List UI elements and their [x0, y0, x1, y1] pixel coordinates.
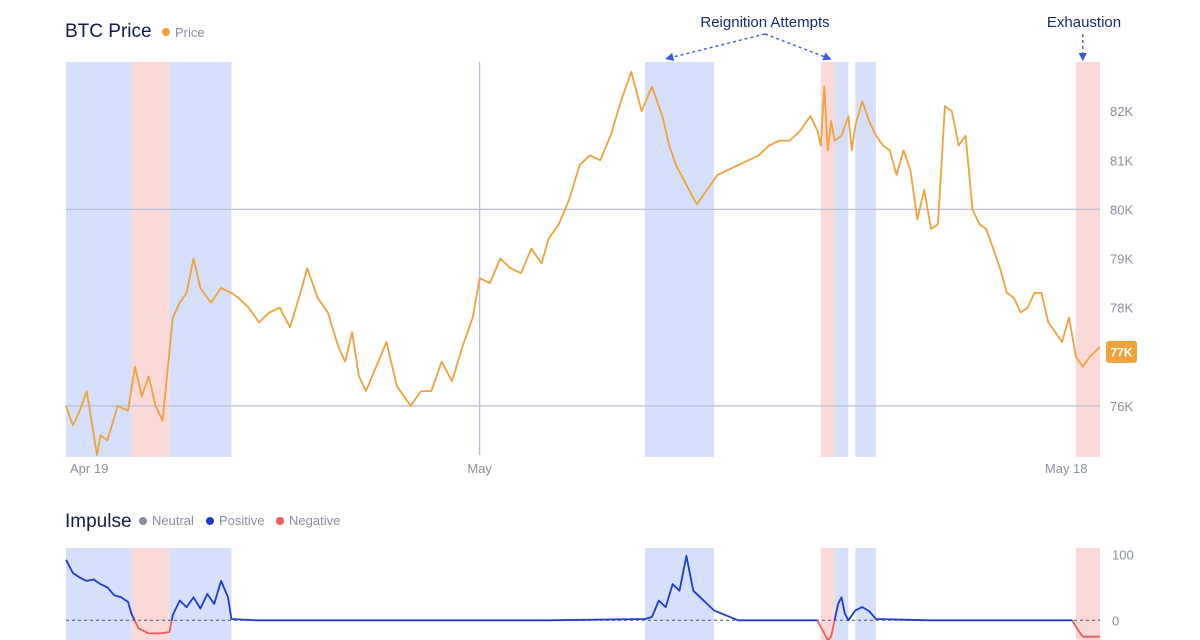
price-x-tick-label-1: May [467, 461, 492, 476]
legend-positive-label: Positive [219, 513, 265, 528]
annotations: Reignition Attempts Exhaustion [665, 14, 1121, 62]
impulse-line-segment-0 [65, 559, 136, 621]
legend-neutral-dot [139, 517, 147, 525]
impulse-band-positive-3 [645, 548, 714, 640]
price-y-tick-label-3: 79K [1110, 252, 1133, 267]
annotation-reignition-arrow-0 [665, 33, 766, 62]
impulse-title: Impulse [65, 511, 132, 532]
impulse-y-tick-label-0: 100 [1112, 548, 1134, 563]
impulse-y-axis: 100 0 [1112, 548, 1134, 629]
price-x-tick-label-0: Apr 19 [70, 461, 108, 476]
impulse-line-segment-3 [816, 619, 836, 640]
price-series [65, 70, 1101, 456]
impulse-band-positive-0 [66, 548, 132, 640]
current-price-badge-label: 77K [1110, 345, 1132, 359]
price-y-tick-label-2: 80K [1110, 202, 1133, 217]
price-regime-bands [66, 62, 1100, 457]
current-price-badge: 77K [1106, 340, 1137, 363]
price-title: BTC Price [65, 21, 152, 42]
impulse-band-negative-4 [820, 548, 835, 640]
price-band-negative-1 [131, 62, 170, 457]
impulse-line-segment-1 [133, 619, 173, 635]
impulse-line-segment-4 [833, 596, 1073, 622]
legend-price-dot [162, 28, 170, 36]
price-band-positive-3 [645, 62, 714, 457]
annotation-exhaustion-label: Exhaustion [1047, 14, 1121, 31]
price-y-tick-label-5: 76K [1110, 399, 1133, 414]
legend-price-label: Price [175, 25, 205, 40]
current-price-badge-bg [1106, 340, 1137, 363]
annotation-reignition-arrow-1 [764, 33, 832, 61]
price-y-axis: 82K 81K 80K 79K 78K 76K [1110, 104, 1133, 414]
legend-negative-label: Negative [289, 513, 340, 528]
price-y-tick-label-1: 81K [1110, 153, 1133, 168]
price-band-positive-6 [855, 62, 876, 457]
impulse-series [65, 555, 1100, 640]
price-band-positive-5 [834, 62, 849, 457]
impulse-line-segment-5 [1071, 619, 1100, 638]
price-line [65, 70, 1101, 456]
legend-positive-dot [206, 517, 214, 525]
impulse-band-negative-7 [1075, 548, 1100, 640]
legend-negative-dot [276, 517, 284, 525]
price-band-negative-7 [1075, 62, 1100, 457]
impulse-band-positive-5 [834, 548, 849, 640]
impulse-y-tick-label-1: 0 [1112, 613, 1119, 628]
impulse-line-segment-2 [170, 555, 818, 622]
impulse-band-positive-6 [855, 548, 876, 640]
annotation-reignition-label: Reignition Attempts [700, 14, 829, 31]
price-y-tick-label-4: 78K [1110, 301, 1133, 316]
price-x-tick-label-2: May 18 [1045, 461, 1088, 476]
impulse-band-negative-1 [131, 548, 170, 640]
price-band-negative-4 [820, 62, 835, 457]
legend-neutral-label: Neutral [152, 513, 194, 528]
price-y-tick-label-0: 82K [1110, 104, 1133, 119]
impulse-band-positive-2 [169, 548, 232, 640]
price-band-positive-2 [169, 62, 232, 457]
price-band-positive-0 [66, 62, 132, 457]
impulse-regime-bands [66, 548, 1100, 640]
price-x-axis: Apr 19 May May 18 [70, 461, 1088, 476]
